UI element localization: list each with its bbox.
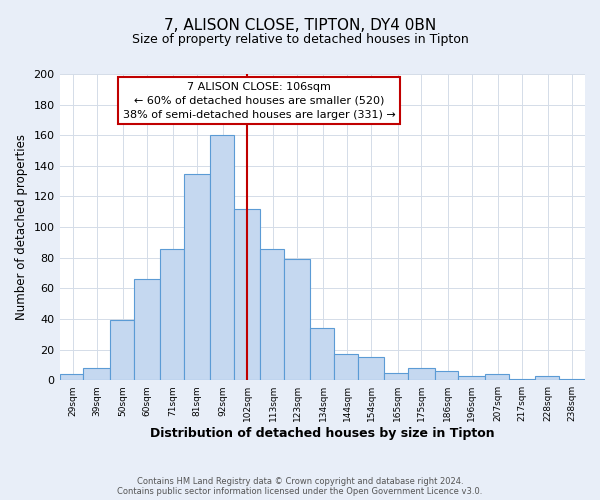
Bar [160,248,184,380]
Bar [310,328,334,380]
Bar [184,174,210,380]
Bar [59,374,83,380]
Bar [284,260,310,380]
Bar [134,279,160,380]
Text: Contains public sector information licensed under the Open Government Licence v3: Contains public sector information licen… [118,488,482,496]
Bar [408,368,434,380]
Bar [210,135,234,380]
Bar [458,376,485,380]
Bar [83,368,110,380]
Bar [358,357,385,380]
Bar [434,371,458,380]
Bar [110,320,134,380]
Text: 7, ALISON CLOSE, TIPTON, DY4 0BN: 7, ALISON CLOSE, TIPTON, DY4 0BN [164,18,436,32]
Bar [485,374,509,380]
Bar [535,376,559,380]
Text: Contains HM Land Registry data © Crown copyright and database right 2024.: Contains HM Land Registry data © Crown c… [137,478,463,486]
Text: Size of property relative to detached houses in Tipton: Size of property relative to detached ho… [131,32,469,46]
Text: 7 ALISON CLOSE: 106sqm
← 60% of detached houses are smaller (520)
38% of semi-de: 7 ALISON CLOSE: 106sqm ← 60% of detached… [123,82,395,120]
X-axis label: Distribution of detached houses by size in Tipton: Distribution of detached houses by size … [150,427,494,440]
Bar [385,372,408,380]
Bar [509,378,535,380]
Bar [234,208,260,380]
Y-axis label: Number of detached properties: Number of detached properties [15,134,28,320]
Bar [260,248,284,380]
Bar [334,354,358,380]
Bar [559,378,585,380]
